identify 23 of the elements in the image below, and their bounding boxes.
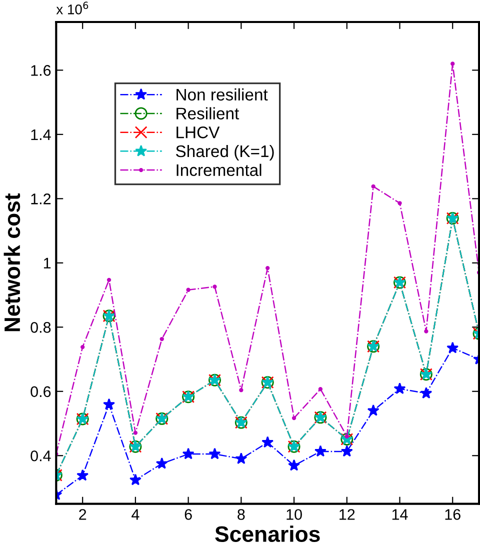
x-tick-label: 16: [445, 509, 460, 520]
y-axis-title: Network cost: [4, 193, 20, 332]
legend-label: Non resilient: [176, 88, 268, 101]
text: x 10$^{6}$: [56, 2, 88, 14]
x-tick-label: 10: [286, 509, 302, 520]
y-tick-label: 0.8: [30, 322, 51, 333]
y-tick-label: 1.6: [31, 65, 51, 76]
y-tick-label: 0.6: [30, 386, 51, 398]
y-tick-label: 1.2: [31, 194, 51, 204]
legend-label: Incremental: [176, 164, 262, 176]
x-tick-label: 14: [392, 509, 408, 520]
x-axis-title: Scenarios: [215, 526, 320, 542]
x-tick-label: 2: [79, 509, 86, 520]
legend-label: LHCV: [176, 126, 220, 138]
x-tick-label: 4: [132, 509, 140, 520]
x-tick-label: 8: [238, 509, 245, 520]
x-tick-label: 6: [184, 509, 192, 520]
y-tick-label: 1: [44, 258, 51, 268]
y-tick-label: 1.4: [31, 129, 51, 140]
legend-label: Resilient: [176, 107, 240, 120]
legend-label: Shared (K=1): [176, 144, 274, 160]
x-tick-label: 12: [340, 509, 355, 520]
y-tick-label: 0.4: [30, 450, 51, 462]
